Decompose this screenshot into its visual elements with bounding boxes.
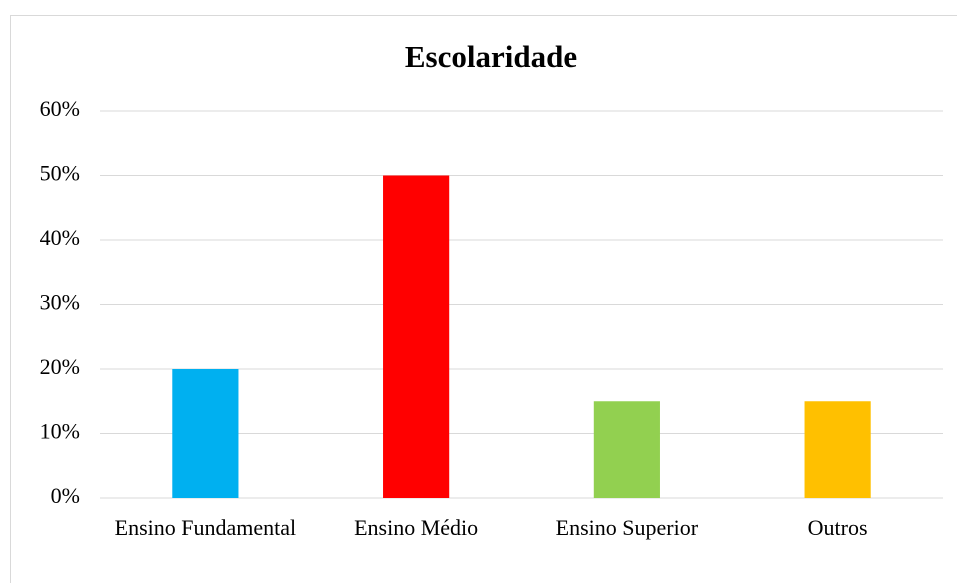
x-tick-label: Ensino Superior (555, 515, 699, 540)
y-tick-label: 40% (40, 225, 80, 250)
bar (383, 175, 450, 498)
x-tick-label: Outros (807, 515, 868, 540)
y-tick-label: 60% (40, 96, 80, 121)
chart-border (10, 15, 957, 583)
bar (172, 369, 239, 498)
bar (804, 401, 871, 498)
y-tick-label: 0% (51, 483, 80, 508)
x-tick-label: Ensino Fundamental (114, 515, 297, 540)
chart-title: Escolaridade (405, 39, 577, 74)
y-tick-label: 10% (40, 419, 80, 444)
y-tick-label: 30% (40, 290, 80, 315)
y-tick-label: 20% (40, 354, 80, 379)
bar (593, 401, 660, 498)
y-tick-label: 50% (40, 161, 80, 186)
x-tick-label: Ensino Médio (354, 515, 479, 540)
